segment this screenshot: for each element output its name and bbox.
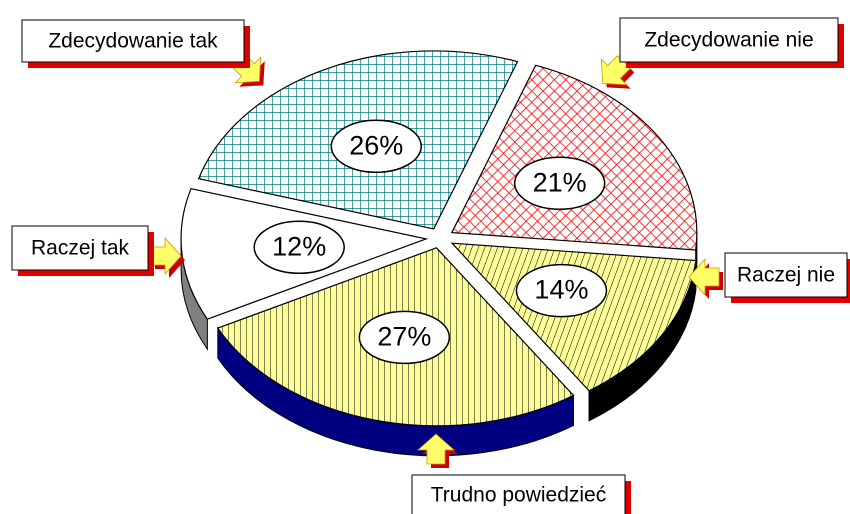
value-label-bg [253, 220, 345, 275]
arrow [600, 55, 631, 86]
value-label-bg [358, 310, 451, 365]
category-label: Trudno powiedzieć [431, 484, 607, 507]
value-label: 21% [533, 167, 587, 197]
value-label-bg [330, 119, 422, 174]
label-box [21, 19, 245, 63]
label-box [411, 474, 626, 514]
value-label-bg [513, 156, 606, 211]
label-box [11, 225, 149, 271]
category-label: Raczej nie [737, 264, 835, 287]
category-label: Zdecydowanie tak [48, 30, 218, 53]
pie-slice [450, 64, 698, 251]
value-label: 12% [272, 231, 326, 261]
label-box [724, 252, 848, 298]
arrow [416, 433, 456, 465]
category-label: Raczej tak [31, 237, 130, 260]
value-label: 14% [534, 275, 588, 305]
arrow [688, 257, 720, 297]
value-label: 27% [377, 322, 431, 352]
category-label: Zdecydowanie nie [644, 29, 813, 52]
value-label-bg [515, 263, 608, 318]
label-box [619, 17, 839, 63]
value-label: 26% [349, 130, 403, 160]
